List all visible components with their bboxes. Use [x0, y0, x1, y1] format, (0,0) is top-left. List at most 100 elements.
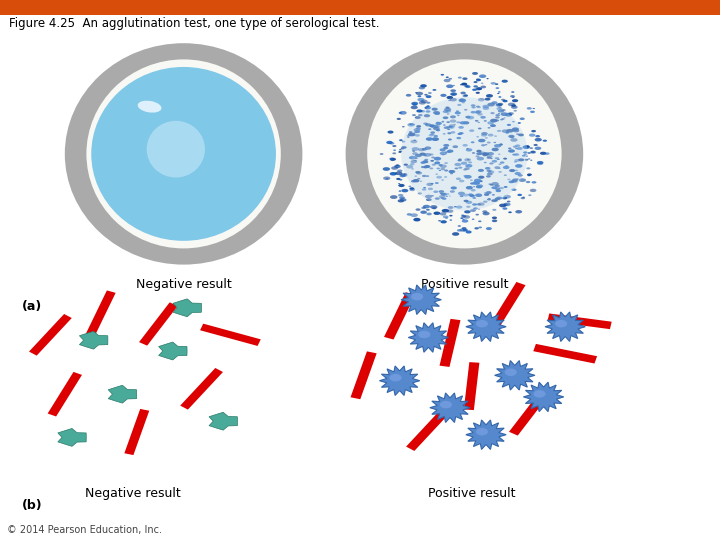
Ellipse shape	[481, 83, 484, 84]
Ellipse shape	[398, 183, 400, 184]
Ellipse shape	[386, 178, 388, 179]
Ellipse shape	[444, 144, 449, 147]
Ellipse shape	[431, 160, 434, 162]
Polygon shape	[464, 362, 480, 410]
Ellipse shape	[497, 130, 501, 132]
Ellipse shape	[444, 79, 451, 82]
Ellipse shape	[477, 111, 479, 112]
Ellipse shape	[508, 135, 515, 138]
Ellipse shape	[470, 209, 476, 212]
Ellipse shape	[515, 148, 518, 149]
Ellipse shape	[503, 109, 505, 111]
Ellipse shape	[528, 158, 531, 159]
Ellipse shape	[503, 158, 507, 160]
Ellipse shape	[526, 145, 529, 147]
Ellipse shape	[476, 320, 488, 327]
Polygon shape	[200, 323, 261, 346]
Ellipse shape	[499, 187, 504, 189]
Ellipse shape	[398, 194, 403, 197]
Ellipse shape	[433, 111, 440, 114]
Ellipse shape	[537, 161, 544, 164]
Ellipse shape	[446, 96, 453, 99]
Ellipse shape	[65, 43, 302, 265]
Ellipse shape	[466, 148, 472, 152]
Ellipse shape	[420, 110, 425, 112]
Ellipse shape	[494, 136, 497, 137]
Ellipse shape	[444, 170, 448, 172]
Ellipse shape	[508, 149, 515, 153]
Ellipse shape	[485, 137, 488, 139]
Ellipse shape	[470, 179, 473, 181]
Ellipse shape	[453, 85, 455, 86]
Ellipse shape	[474, 227, 479, 230]
Ellipse shape	[423, 160, 428, 163]
Ellipse shape	[421, 207, 426, 209]
Ellipse shape	[459, 98, 464, 100]
Ellipse shape	[416, 92, 423, 95]
Ellipse shape	[416, 172, 422, 174]
Ellipse shape	[494, 144, 501, 147]
Ellipse shape	[523, 197, 525, 198]
Ellipse shape	[399, 149, 401, 150]
Ellipse shape	[436, 122, 442, 125]
Ellipse shape	[467, 148, 469, 149]
Ellipse shape	[410, 187, 414, 190]
Ellipse shape	[420, 161, 426, 164]
Ellipse shape	[407, 137, 410, 138]
Ellipse shape	[479, 180, 482, 182]
Ellipse shape	[515, 153, 519, 156]
Ellipse shape	[462, 219, 464, 220]
Ellipse shape	[459, 132, 464, 134]
Ellipse shape	[478, 226, 482, 228]
Ellipse shape	[390, 158, 396, 161]
Ellipse shape	[495, 157, 499, 159]
Ellipse shape	[446, 84, 454, 88]
Ellipse shape	[395, 171, 402, 175]
Ellipse shape	[490, 119, 498, 123]
Ellipse shape	[433, 157, 441, 160]
Polygon shape	[158, 342, 187, 360]
Ellipse shape	[500, 119, 503, 120]
Ellipse shape	[462, 227, 467, 230]
Ellipse shape	[503, 195, 511, 199]
Ellipse shape	[431, 195, 434, 197]
Ellipse shape	[462, 77, 467, 80]
Ellipse shape	[451, 186, 457, 190]
Ellipse shape	[477, 150, 482, 152]
Ellipse shape	[529, 147, 533, 149]
Ellipse shape	[466, 201, 472, 204]
Ellipse shape	[505, 368, 517, 376]
Ellipse shape	[413, 218, 420, 221]
Ellipse shape	[478, 169, 484, 172]
Ellipse shape	[428, 92, 432, 94]
Ellipse shape	[390, 142, 395, 145]
Ellipse shape	[433, 163, 436, 165]
Ellipse shape	[487, 78, 489, 79]
Ellipse shape	[467, 159, 469, 160]
Ellipse shape	[423, 160, 428, 163]
Ellipse shape	[473, 85, 478, 87]
Ellipse shape	[510, 95, 515, 98]
Ellipse shape	[407, 135, 410, 137]
Ellipse shape	[477, 122, 480, 123]
Ellipse shape	[515, 172, 521, 175]
Ellipse shape	[408, 186, 411, 187]
Ellipse shape	[411, 102, 418, 105]
Ellipse shape	[409, 131, 413, 133]
Ellipse shape	[423, 205, 430, 208]
Ellipse shape	[422, 188, 426, 191]
Ellipse shape	[534, 146, 541, 150]
Ellipse shape	[473, 186, 475, 187]
Text: (b): (b)	[22, 499, 42, 512]
Ellipse shape	[508, 180, 514, 183]
Ellipse shape	[436, 212, 439, 214]
Ellipse shape	[442, 198, 446, 200]
Ellipse shape	[473, 208, 475, 209]
Ellipse shape	[457, 159, 462, 161]
Ellipse shape	[449, 219, 452, 221]
Ellipse shape	[449, 126, 454, 129]
Ellipse shape	[482, 212, 490, 215]
Polygon shape	[401, 285, 441, 314]
Ellipse shape	[475, 156, 480, 157]
Ellipse shape	[515, 164, 523, 168]
